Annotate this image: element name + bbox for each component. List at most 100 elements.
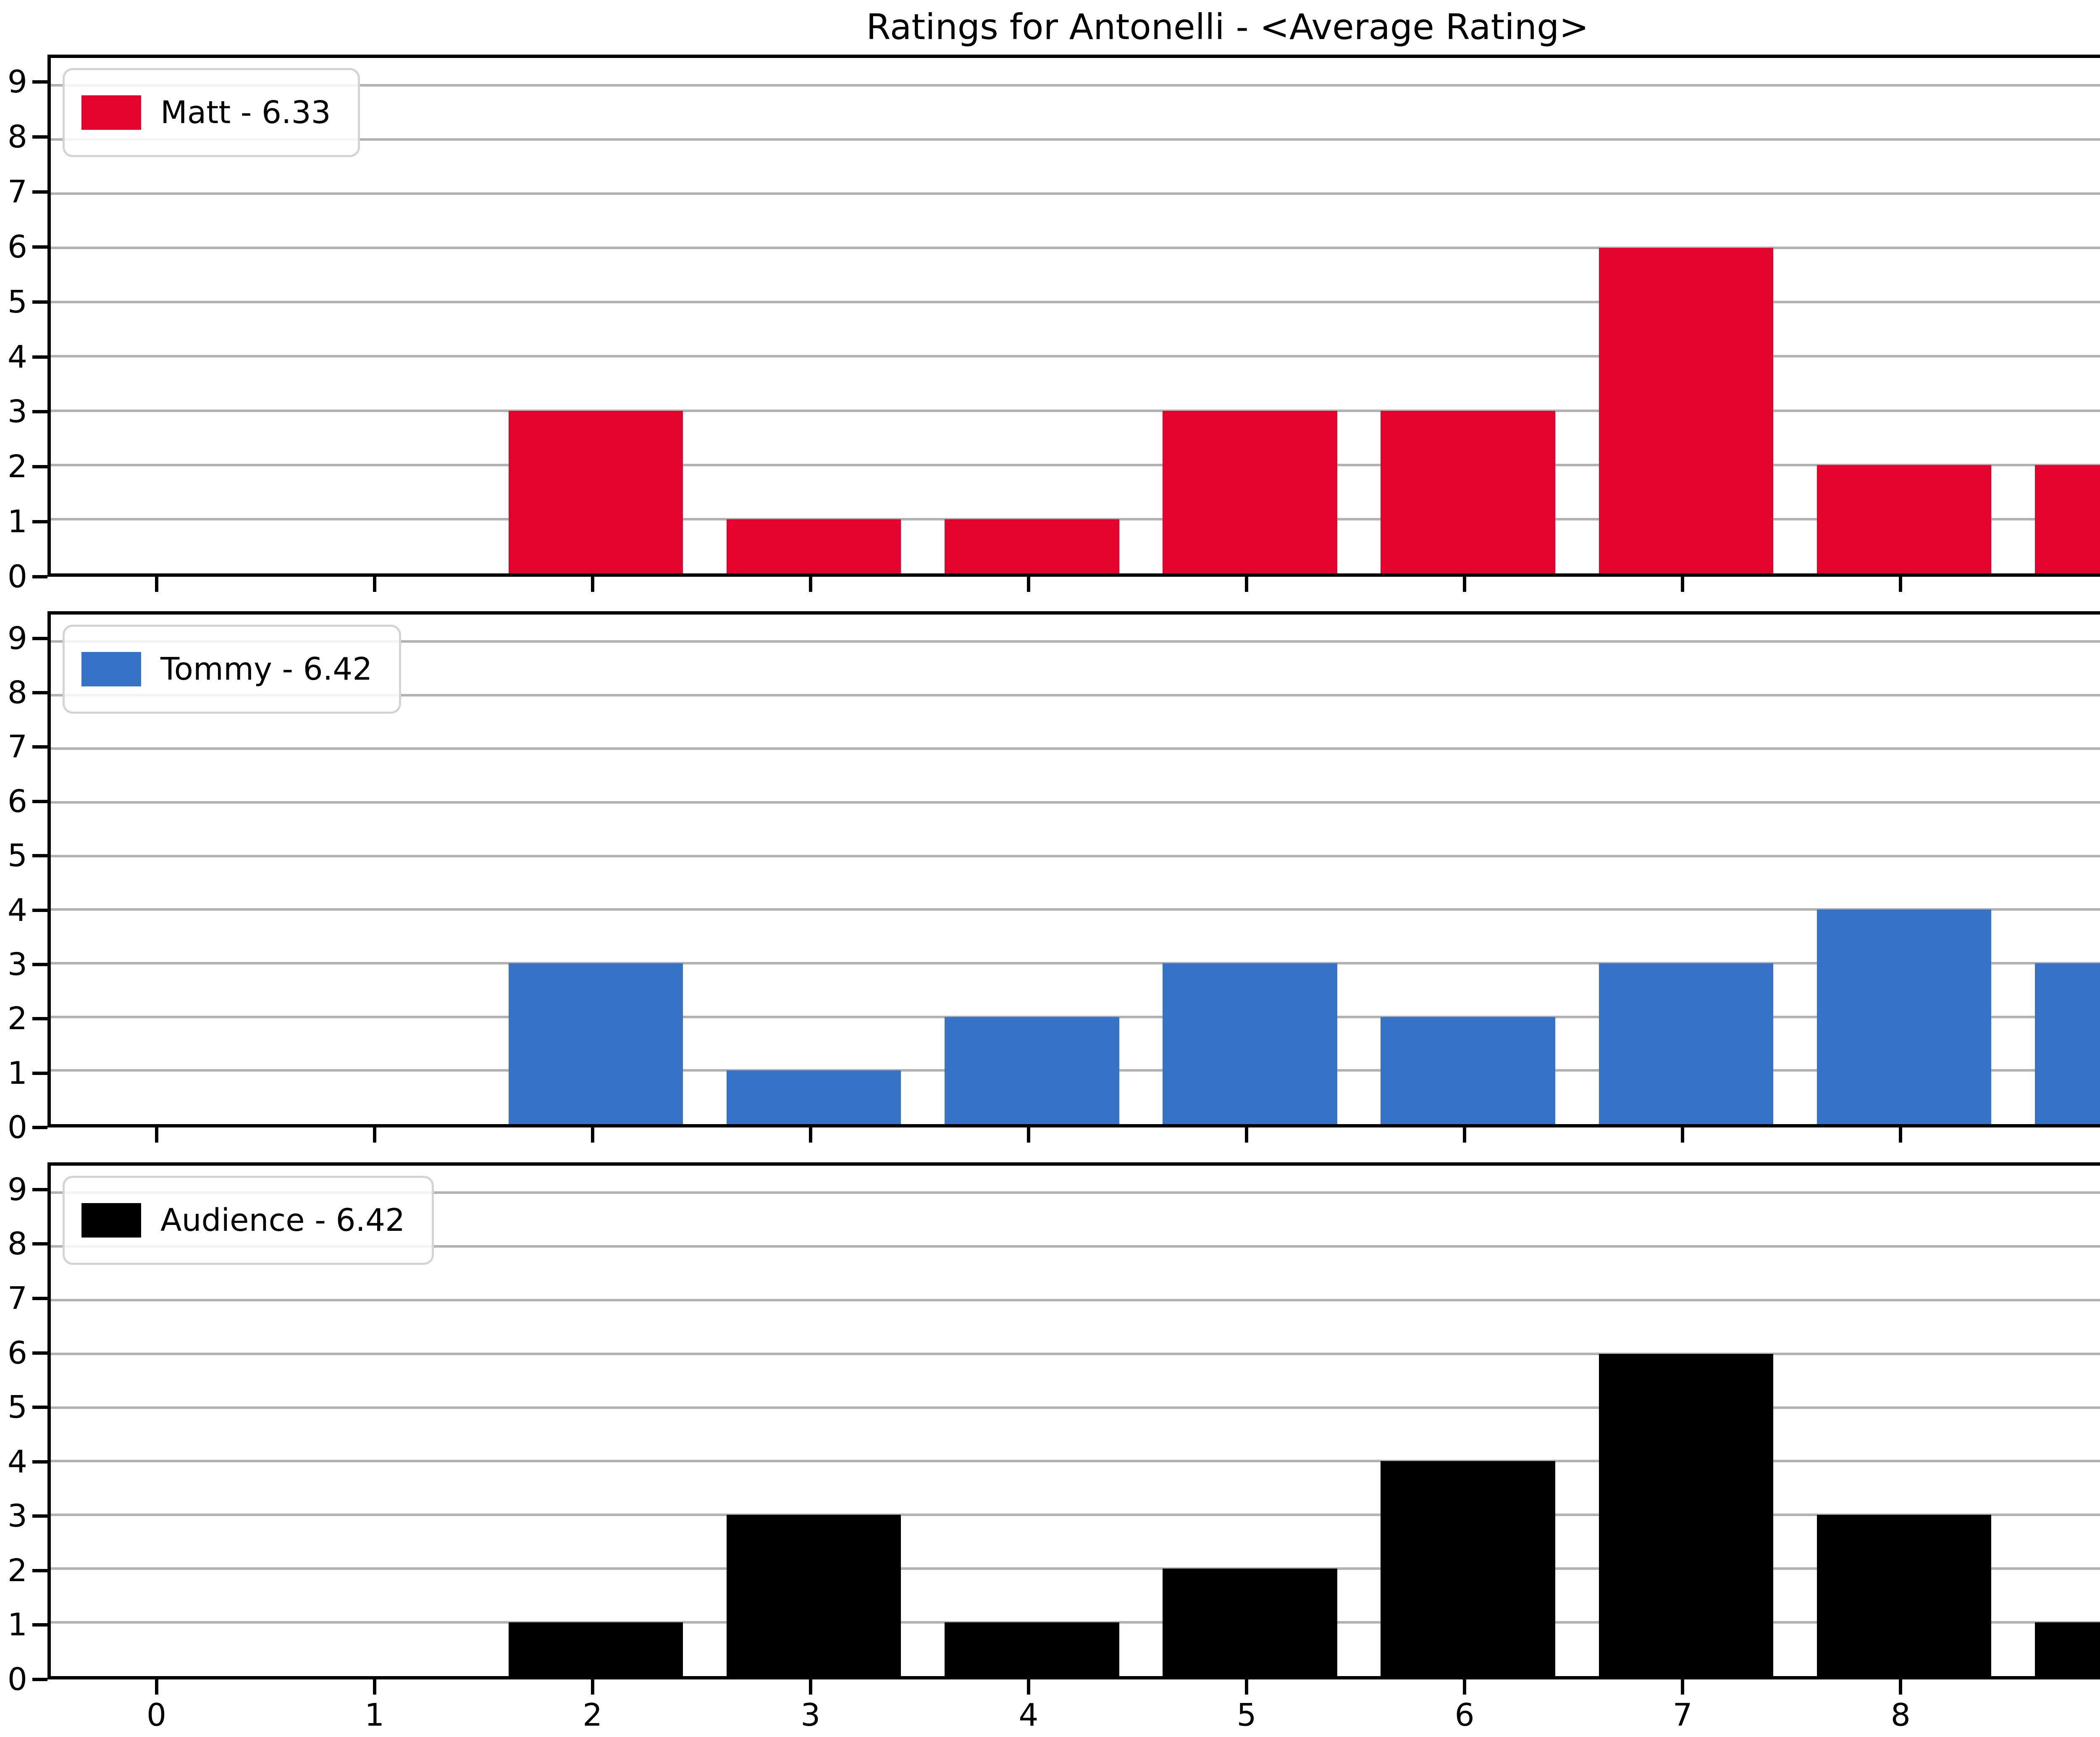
legend-label-matt: Matt - 6.33 — [160, 95, 331, 131]
ytick-label-1: 1 — [7, 504, 27, 540]
subplot-matt: 0 1 2 3 4 5 6 7 8 9 Matt - 6.33 — [8, 55, 2100, 592]
ytick-mark-8 — [32, 1242, 47, 1246]
legend-audience: Audience - 6.42 — [63, 1176, 434, 1265]
ytick-label-3: 3 — [7, 946, 27, 983]
xtick-mark-8 — [1899, 1679, 1903, 1695]
gridline-y3 — [51, 409, 2100, 412]
xtick-mark-1 — [373, 1679, 376, 1695]
xtick-mark-3 — [808, 1679, 812, 1695]
subplot-audience: 0123456789012345678910Audience - 6.42 — [8, 1162, 2100, 1731]
bar-matt-x3 — [727, 519, 901, 573]
ytick-label-0: 0 — [7, 559, 27, 595]
bar-audience-x6 — [1381, 1461, 1555, 1676]
xtick-mark-8 — [1899, 577, 1903, 592]
xtick-mark-4 — [1026, 577, 1030, 592]
ytick-label-5: 5 — [7, 838, 27, 874]
xtick-mark-0 — [155, 577, 158, 592]
ytick-label-3: 3 — [7, 394, 27, 430]
gridline-y9 — [51, 640, 2100, 643]
bar-tommy-x5 — [1163, 963, 1337, 1124]
xtick-label-4: 4 — [1018, 1697, 1039, 1733]
gridline-y9 — [51, 1191, 2100, 1194]
ytick-label-8: 8 — [7, 675, 27, 711]
xtick-mark-0 — [155, 1679, 158, 1695]
bar-tommy-x4 — [945, 1017, 1119, 1124]
ytick-label-9: 9 — [7, 620, 27, 657]
ytick-mark-4 — [32, 355, 47, 359]
bar-matt-x5 — [1163, 410, 1337, 573]
ytick-label-6: 6 — [7, 229, 27, 265]
ytick-label-8: 8 — [7, 119, 27, 155]
gridline-y9 — [51, 84, 2100, 87]
bar-tommy-x8 — [1816, 909, 1991, 1124]
legend-matt: Matt - 6.33 — [63, 68, 360, 157]
bar-tommy-x3 — [727, 1070, 901, 1124]
bar-audience-x4 — [945, 1622, 1119, 1676]
ytick-mark-0 — [32, 1678, 47, 1681]
ytick-label-2: 2 — [7, 449, 27, 485]
legend-swatch-matt — [81, 95, 141, 130]
xtick-label-7: 7 — [1672, 1697, 1693, 1733]
xtick-mark-8 — [1899, 1127, 1903, 1143]
xtick-mark-6 — [1463, 1679, 1467, 1695]
ytick-mark-4 — [32, 1460, 47, 1464]
ytick-mark-9 — [32, 80, 47, 84]
gridline-y8 — [51, 694, 2100, 696]
ytick-mark-3 — [32, 1514, 47, 1518]
gridline-y2 — [51, 1567, 2100, 1570]
gridline-y3 — [51, 962, 2100, 964]
gridline-y4 — [51, 355, 2100, 358]
ytick-label-1: 1 — [7, 1607, 27, 1643]
ytick-label-4: 4 — [7, 892, 27, 928]
xtick-label-8: 8 — [1890, 1697, 1911, 1733]
bar-audience-x5 — [1163, 1569, 1337, 1676]
ytick-label-3: 3 — [7, 1498, 27, 1535]
xtick-mark-5 — [1245, 577, 1248, 592]
legend-label-tommy: Tommy - 6.42 — [160, 651, 373, 687]
ytick-mark-7 — [32, 745, 47, 749]
ytick-mark-4 — [32, 908, 47, 912]
legend-tommy: Tommy - 6.42 — [63, 625, 402, 714]
plot-area — [47, 55, 2100, 577]
ytick-mark-5 — [32, 854, 47, 858]
legend-swatch-tommy — [81, 652, 141, 686]
ytick-label-8: 8 — [7, 1226, 27, 1262]
xtick-mark-2 — [591, 1127, 594, 1143]
xtick-mark-5 — [1245, 1679, 1248, 1695]
ytick-label-4: 4 — [7, 1443, 27, 1480]
ytick-mark-8 — [32, 691, 47, 695]
xtick-mark-4 — [1026, 1679, 1030, 1695]
ytick-mark-1 — [32, 1623, 47, 1627]
bar-tommy-x7 — [1599, 963, 1773, 1124]
bar-matt-x9 — [2034, 465, 2100, 573]
xtick-mark-7 — [1681, 1679, 1685, 1695]
xtick-label-0: 0 — [146, 1697, 167, 1733]
bar-matt-x6 — [1381, 410, 1555, 573]
bar-audience-x9 — [2034, 1622, 2100, 1676]
gridline-y8 — [51, 1245, 2100, 1248]
xtick-label-1: 1 — [365, 1697, 385, 1733]
bar-audience-x2 — [509, 1622, 683, 1676]
bar-audience-x3 — [727, 1515, 901, 1676]
ytick-mark-2 — [32, 1569, 47, 1572]
gridline-y7 — [51, 192, 2100, 195]
ytick-mark-3 — [32, 962, 47, 966]
xtick-mark-0 — [155, 1127, 158, 1143]
gridline-y6 — [51, 801, 2100, 804]
xtick-mark-1 — [373, 577, 376, 592]
ytick-label-7: 7 — [7, 174, 27, 210]
bar-matt-x8 — [1816, 465, 1991, 573]
xtick-label-5: 5 — [1236, 1697, 1257, 1733]
gridline-y7 — [51, 747, 2100, 750]
ytick-mark-5 — [32, 1406, 47, 1409]
gridline-y7 — [51, 1298, 2100, 1301]
bar-audience-x8 — [1816, 1515, 1991, 1676]
ytick-label-6: 6 — [7, 1335, 27, 1371]
ytick-mark-6 — [32, 245, 47, 249]
ytick-label-9: 9 — [7, 64, 27, 100]
xtick-mark-2 — [591, 577, 594, 592]
ytick-label-7: 7 — [7, 1280, 27, 1317]
ytick-mark-0 — [32, 575, 47, 578]
ytick-mark-5 — [32, 300, 47, 304]
